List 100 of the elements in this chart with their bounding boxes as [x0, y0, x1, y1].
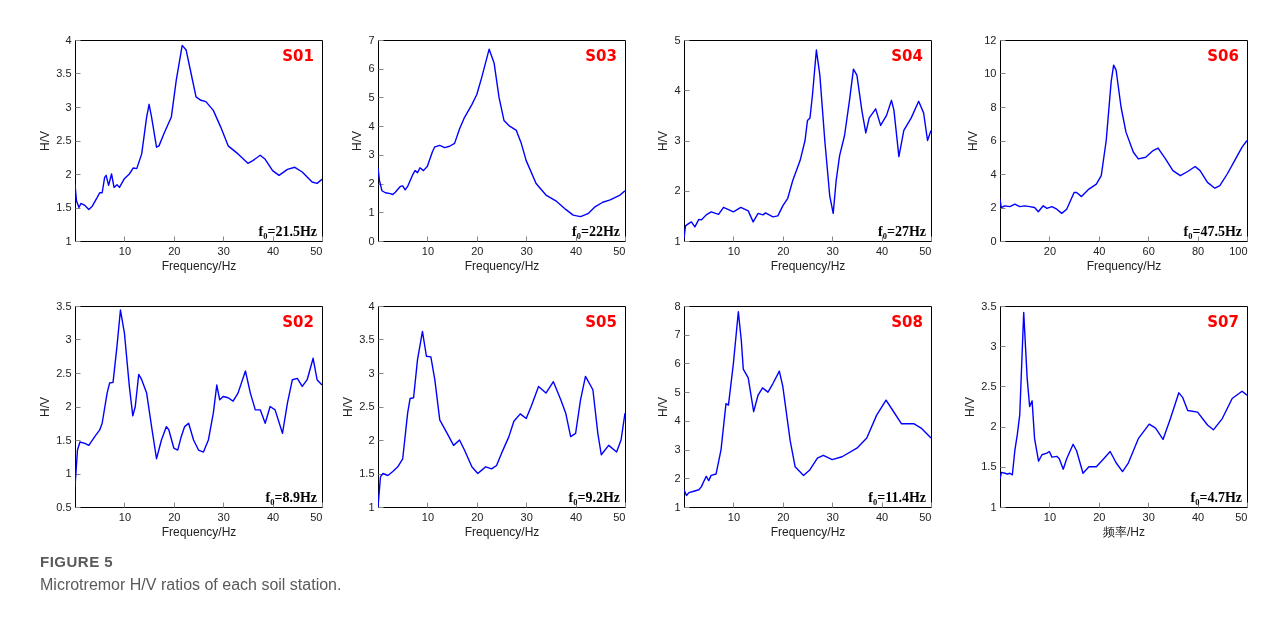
x-tick-label: 20: [777, 244, 790, 257]
x-tick-label: 40: [569, 244, 583, 257]
y-axis-title: H/V: [966, 130, 981, 152]
y-tick-label: 2.5: [56, 134, 72, 146]
annotation: S04: [891, 47, 923, 65]
y-tick-label: 3: [65, 333, 72, 345]
annotation: f₀=27Hz: [878, 224, 926, 239]
x-axis-title: Frequency/Hz: [161, 524, 237, 539]
y-tick-label: 3.5: [359, 333, 375, 345]
x-tick-label: 30: [826, 244, 839, 257]
x-tick-label: 40: [266, 244, 280, 257]
x-tick-label: 50: [310, 244, 323, 257]
x-tick-label: 30: [1142, 510, 1155, 523]
line-series: [684, 49, 931, 240]
annotation: S07: [1207, 313, 1239, 331]
y-tick-label: 1: [368, 500, 375, 513]
y-tick-label: 5: [674, 385, 681, 398]
y-tick-label: 7: [674, 328, 681, 341]
x-axis-title: Frequency/Hz: [770, 258, 846, 273]
x-tick-label: 10: [421, 510, 435, 523]
x-tick-label: 50: [1235, 510, 1248, 523]
y-tick-label: 0: [990, 234, 997, 247]
x-axis-title: Frequency/Hz: [770, 524, 846, 539]
y-tick-label: 3: [990, 339, 997, 352]
y-tick-label: 6: [990, 134, 997, 146]
x-tick-label: 40: [875, 244, 889, 257]
y-tick-label: 5: [368, 90, 375, 103]
y-tick-label: 1: [368, 205, 375, 218]
y-tick-label: 1.5: [359, 467, 375, 479]
y-tick-label: 4: [674, 414, 681, 427]
y-tick-label: 1.5: [56, 201, 72, 213]
y-tick-label: 2: [674, 471, 681, 484]
x-tick-label: 40: [1093, 244, 1106, 257]
x-tick-label: 20: [1043, 244, 1057, 257]
y-axis-title: H/V: [656, 396, 671, 418]
y-tick-label: 1: [674, 500, 681, 513]
y-tick-label: 2: [368, 433, 375, 446]
y-tick-label: 8: [990, 100, 997, 113]
y-tick-label: 3.5: [981, 299, 997, 312]
y-tick-label: 10: [984, 67, 997, 79]
x-tick-label: 50: [613, 244, 626, 257]
x-tick-label: 50: [919, 510, 932, 523]
x-axis-title: Frequency/Hz: [464, 258, 540, 273]
annotation: S01: [282, 47, 314, 65]
y-tick-label: 1: [674, 234, 681, 247]
x-tick-label: 40: [266, 510, 280, 523]
x-tick-label: 20: [471, 510, 484, 523]
y-tick-label: 1: [65, 467, 72, 479]
y-axis-title: H/V: [656, 130, 671, 152]
line-series: [75, 44, 322, 211]
x-tick-label: 20: [168, 244, 181, 257]
line-series: [378, 330, 625, 507]
y-tick-label: 0.5: [56, 500, 72, 513]
y-axis-title: H/V: [350, 130, 365, 152]
x-tick-label: 20: [1093, 510, 1106, 523]
y-tick-label: 1.5: [56, 433, 72, 446]
x-axis-title: 频率/Hz: [1103, 524, 1145, 539]
y-tick-label: 2.5: [359, 400, 375, 412]
annotation: S05: [585, 313, 617, 331]
y-tick-label: 4: [368, 119, 375, 132]
annotation: f₀=4.7Hz: [1190, 490, 1242, 505]
y-tick-label: 2: [65, 400, 72, 412]
y-tick-label: 0: [368, 234, 375, 247]
y-tick-label: 2.5: [56, 366, 72, 379]
annotation: S06: [1207, 47, 1239, 65]
x-tick-label: 20: [168, 510, 181, 523]
x-tick-label: 30: [826, 510, 839, 523]
x-tick-label: 40: [1191, 510, 1205, 523]
y-tick-label: 1: [990, 500, 997, 513]
y-tick-label: 2: [990, 201, 997, 213]
x-tick-label: 30: [217, 510, 230, 523]
annotation: f₀=21.5Hz: [258, 224, 317, 239]
y-tick-label: 2: [65, 167, 72, 180]
x-tick-label: 10: [727, 244, 741, 257]
y-tick-label: 4: [990, 167, 997, 180]
y-tick-label: 4: [65, 33, 72, 46]
y-tick-label: 2: [990, 420, 997, 433]
y-axis-title: H/V: [341, 396, 356, 418]
x-tick-label: 60: [1142, 244, 1155, 257]
y-tick-label: 5: [674, 33, 681, 46]
y-tick-label: 3: [674, 134, 681, 146]
x-tick-label: 100: [1229, 244, 1248, 257]
y-tick-label: 3.5: [56, 67, 72, 79]
annotation: S03: [585, 47, 617, 65]
annotation: f₀=47.5Hz: [1183, 224, 1242, 239]
x-tick-label: 50: [310, 510, 323, 523]
x-tick-label: 20: [777, 510, 790, 523]
x-tick-label: 10: [727, 510, 741, 523]
y-tick-label: 2.5: [981, 379, 997, 392]
x-axis-title: Frequency/Hz: [161, 258, 237, 273]
x-tick-label: 30: [520, 510, 533, 523]
y-tick-label: 3: [65, 100, 72, 113]
y-tick-label: 12: [984, 33, 997, 46]
y-tick-label: 3: [674, 443, 681, 456]
y-tick-label: 7: [368, 33, 375, 46]
annotation: S02: [282, 313, 314, 331]
line-series: [1000, 311, 1247, 480]
x-tick-label: 10: [118, 244, 132, 257]
line-series: [1000, 64, 1247, 215]
line-series: [75, 309, 322, 488]
